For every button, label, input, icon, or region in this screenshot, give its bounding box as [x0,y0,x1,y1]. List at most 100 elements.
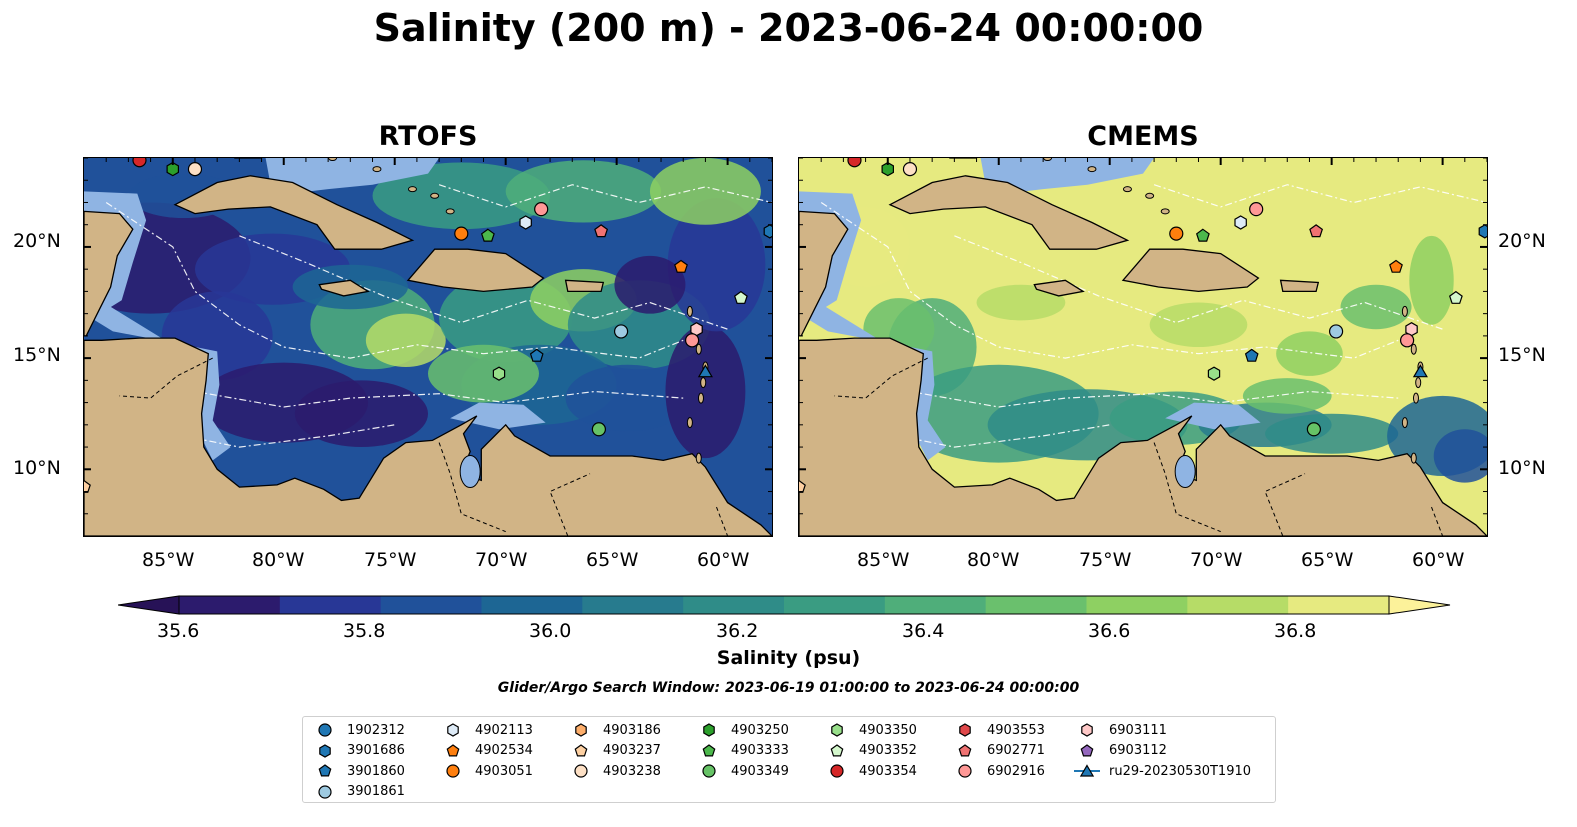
observation-marker[interactable] [1234,215,1247,230]
legend-entry: 3901686 [311,742,405,760]
lat-tick-label: 10°N [13,457,61,479]
observation-marker[interactable] [1400,333,1415,348]
observation-marker[interactable] [187,162,203,177]
observation-marker[interactable] [1169,226,1184,241]
legend-entry: 4903333 [695,742,789,760]
legend-entry: 4903349 [695,762,789,780]
hexagon-marker-icon [959,723,971,737]
observation-marker[interactable] [902,162,918,177]
observation-marker[interactable] [697,364,713,378]
observation-marker[interactable] [1389,259,1403,273]
legend-entry: 4903352 [823,742,917,760]
pentagon-marker-icon [318,764,332,777]
lon-tick-label: 70°W [475,549,528,571]
observation-marker[interactable] [1448,290,1463,304]
observation-marker[interactable] [594,224,609,238]
colorbar-segment [1187,596,1289,614]
lon-tick-label: 85°W [857,549,910,571]
observation-marker[interactable] [591,422,606,437]
observation-marker[interactable] [685,333,700,348]
observation-marker[interactable] [733,290,748,304]
legend-entry: 6902916 [951,762,1045,780]
hexagon-marker-icon [831,723,843,737]
circle-marker-icon [318,784,332,799]
observation-marker[interactable] [1306,422,1321,437]
colorbar-tick-label: 36.0 [529,620,572,642]
legend-entry: 4903250 [695,721,789,739]
hexagon-marker-icon [575,723,587,737]
observation-marker[interactable] [492,366,506,381]
observation-marker[interactable] [1207,366,1221,381]
lat-tick-label: 20°N [1498,230,1546,252]
lon-tick-label: 85°W [142,549,195,571]
pentagon-marker-icon [958,743,972,756]
hexagon-marker-icon [319,743,331,758]
legend-label: 3901686 [347,743,405,758]
observation-marker[interactable] [847,158,862,168]
map-panel-rtofs[interactable] [83,157,773,537]
observation-marker[interactable] [480,228,495,242]
observation-marker[interactable] [881,161,895,177]
legend-entry: 4902534 [439,742,533,760]
legend-label: 6902916 [987,763,1045,779]
observation-marker[interactable] [1195,228,1210,242]
observation-marker[interactable] [1249,202,1264,217]
observation-marker[interactable] [1309,224,1324,238]
observation-marker[interactable] [84,479,91,493]
observation-marker[interactable] [674,259,688,273]
map-canvas-rtofs [84,158,772,536]
observation-marker[interactable] [1478,224,1487,239]
pentagon-marker-icon [830,743,844,756]
legend-label: 3901860 [347,763,405,779]
colorbar-title: Salinity (psu) [716,647,861,669]
observation-marker[interactable] [519,215,532,230]
legend-label: 6903112 [1109,743,1167,758]
legend-label: 4903238 [603,763,661,779]
map-panel-cmems[interactable] [798,157,1488,537]
observation-marker[interactable] [454,226,469,241]
legend-label: 4903333 [731,743,789,758]
panel-title-rtofs: RTOFS [378,121,478,152]
observation-marker[interactable] [529,348,544,362]
colorbar-segment [784,596,886,614]
observation-marker[interactable] [799,479,806,493]
pentagon-marker-icon [574,743,588,756]
lon-tick-label: 75°W [1079,549,1132,571]
circle-marker-icon [574,764,588,778]
observation-marker[interactable] [166,161,180,177]
legend-entry: 3901860 [311,762,405,780]
colorbar-segment [582,596,684,614]
legend-label: 6902771 [987,743,1045,758]
legend-label: 4903354 [859,763,917,779]
observation-marker[interactable] [613,324,629,339]
colorbar-segment [481,596,583,614]
colorbar-tick-label: 35.8 [343,620,386,642]
observation-marker[interactable] [534,202,549,217]
legend-label: 4902534 [475,743,533,758]
triangle-line-marker-icon [1074,764,1100,777]
salinity-colorbar [118,595,1451,615]
observation-marker[interactable] [1244,348,1259,362]
observation-marker[interactable] [1412,364,1428,378]
legend-entry: 6903112 [1073,742,1167,760]
colorbar-segment [884,596,987,614]
colorbar-segment [1086,596,1188,614]
circle-marker-icon [446,764,460,778]
circle-marker-icon [318,723,332,737]
legend-entry: 4903186 [567,721,661,739]
observation-marker[interactable] [132,158,147,168]
circle-marker-icon [702,764,716,778]
panel-title-cmems: CMEMS [1087,121,1199,152]
map-canvas-cmems [799,158,1487,536]
lon-tick-label: 75°W [364,549,417,571]
legend-label: 6903111 [1109,722,1167,738]
legend-label: ru29-20230530T1910 [1109,763,1252,779]
colorbar-segment [179,596,281,614]
legend-label: 4903237 [603,743,661,758]
observation-marker[interactable] [1328,324,1344,339]
colorbar-tick-label: 36.8 [1274,620,1317,642]
observation-legend: 1902312 3901686 3901860 3901861 4902113 49025… [302,716,1276,803]
observation-marker[interactable] [763,224,772,239]
lon-tick-label: 60°W [1412,549,1465,571]
legend-entry: 4902113 [439,721,533,739]
